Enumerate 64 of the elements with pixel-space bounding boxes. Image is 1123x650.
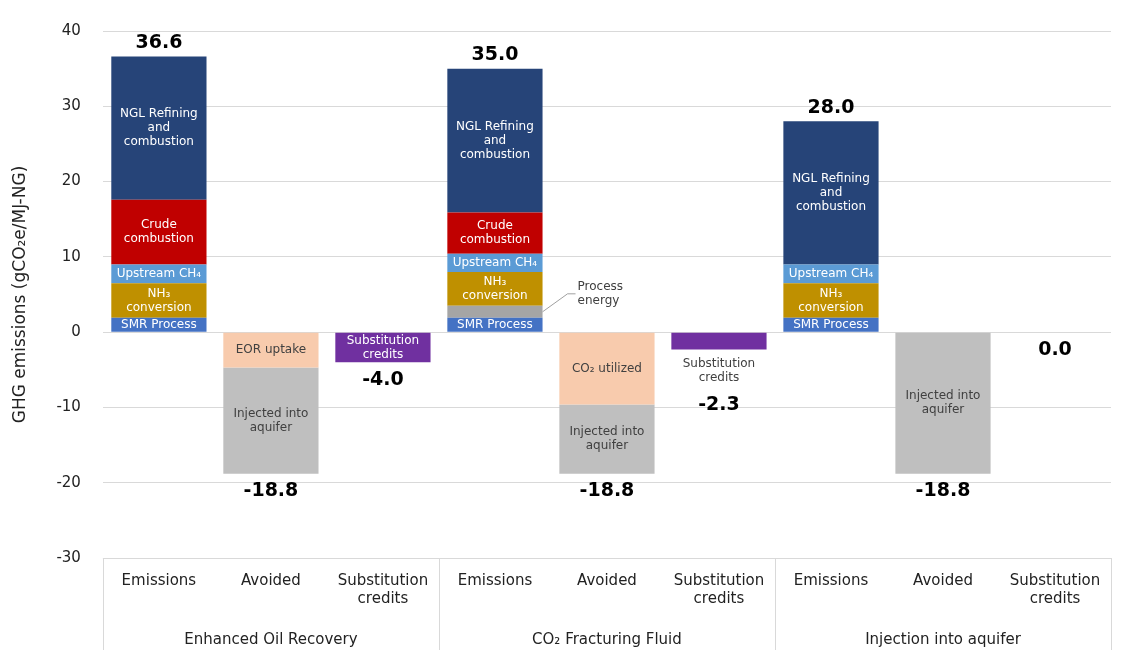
series-label: NH₃ conversion (462, 273, 528, 302)
x-tick-label: Substitution credits (673, 570, 765, 607)
text: Process energy (577, 278, 624, 307)
total-label: -18.8 (915, 478, 971, 501)
total-label: -4.0 (362, 366, 404, 389)
y-tick-label: 0 (71, 322, 81, 341)
text: Upstream CH₄ (788, 265, 874, 280)
bar (447, 68, 543, 213)
text: NGL Refining and combustion (792, 170, 870, 213)
text: CO₂ Fracturing Fluid (532, 630, 682, 649)
x-tick-label: Substitution credits (1009, 570, 1101, 607)
series-label: CO₂ utilized (571, 360, 642, 375)
text: Substitution credits (682, 355, 756, 384)
bar (111, 199, 207, 265)
series-label: Injected into aquifer (233, 405, 309, 434)
total-label: 36.6 (135, 30, 183, 53)
y-axis-title: GHG emissions (gCO₂e/MJ-NG) (8, 165, 29, 424)
text: Crude combustion (123, 217, 194, 246)
series-label: Substitution credits (346, 332, 420, 361)
series-label: SMR Process (121, 316, 197, 331)
text: SMR Process (793, 316, 869, 331)
text: NGL Refining and combustion (456, 118, 534, 161)
x-tick-label: Avoided (577, 570, 637, 589)
total-label: -2.3 (698, 391, 740, 414)
x-tick-label: Avoided (913, 570, 973, 589)
text: Upstream CH₄ (116, 265, 202, 280)
x-tick-label: Emissions (793, 570, 869, 589)
bar (671, 332, 767, 350)
x-tick-label: Avoided (240, 570, 301, 589)
total-label: -18.8 (579, 478, 635, 501)
bar (223, 332, 319, 368)
bar (559, 404, 655, 474)
y-tick-label: -20 (56, 472, 81, 491)
bar (783, 283, 879, 318)
total-label: 0.0 (1038, 336, 1072, 359)
y-tick-label: 20 (61, 171, 81, 190)
y-tick-label: 10 (61, 246, 81, 265)
y-tick-label: 30 (61, 96, 81, 115)
y-tick-label: -30 (56, 547, 81, 566)
bar (111, 56, 207, 200)
text: Enhanced Oil Recovery (184, 630, 358, 649)
series-label: NGL Refining and combustion (120, 106, 198, 149)
text: Injected into aquifer (569, 424, 645, 453)
bar (895, 332, 991, 474)
series-label: Crude combustion (459, 218, 530, 247)
series-label: Upstream CH₄ (452, 255, 538, 270)
text: Injected into aquifer (905, 388, 981, 417)
text: NH₃ conversion (798, 285, 864, 314)
total-label: 28.0 (807, 94, 855, 117)
x-tick-label: Emissions (121, 570, 197, 589)
bar (783, 121, 879, 265)
bar (223, 367, 319, 474)
x-tick-label: Substitution credits (337, 570, 429, 607)
text: Injection into aquifer (865, 630, 1022, 649)
total-label: 35.0 (471, 42, 519, 65)
y-tick-label: 40 (61, 20, 81, 39)
bar (447, 212, 543, 254)
total-label: -18.8 (243, 478, 299, 501)
x-tick-label: Emissions (457, 570, 533, 589)
text: SMR Process (457, 316, 533, 331)
series-label: EOR uptake (235, 342, 307, 357)
bar (559, 332, 655, 405)
text: NH₃ conversion (126, 285, 192, 314)
y-tick-label: -10 (56, 397, 81, 416)
